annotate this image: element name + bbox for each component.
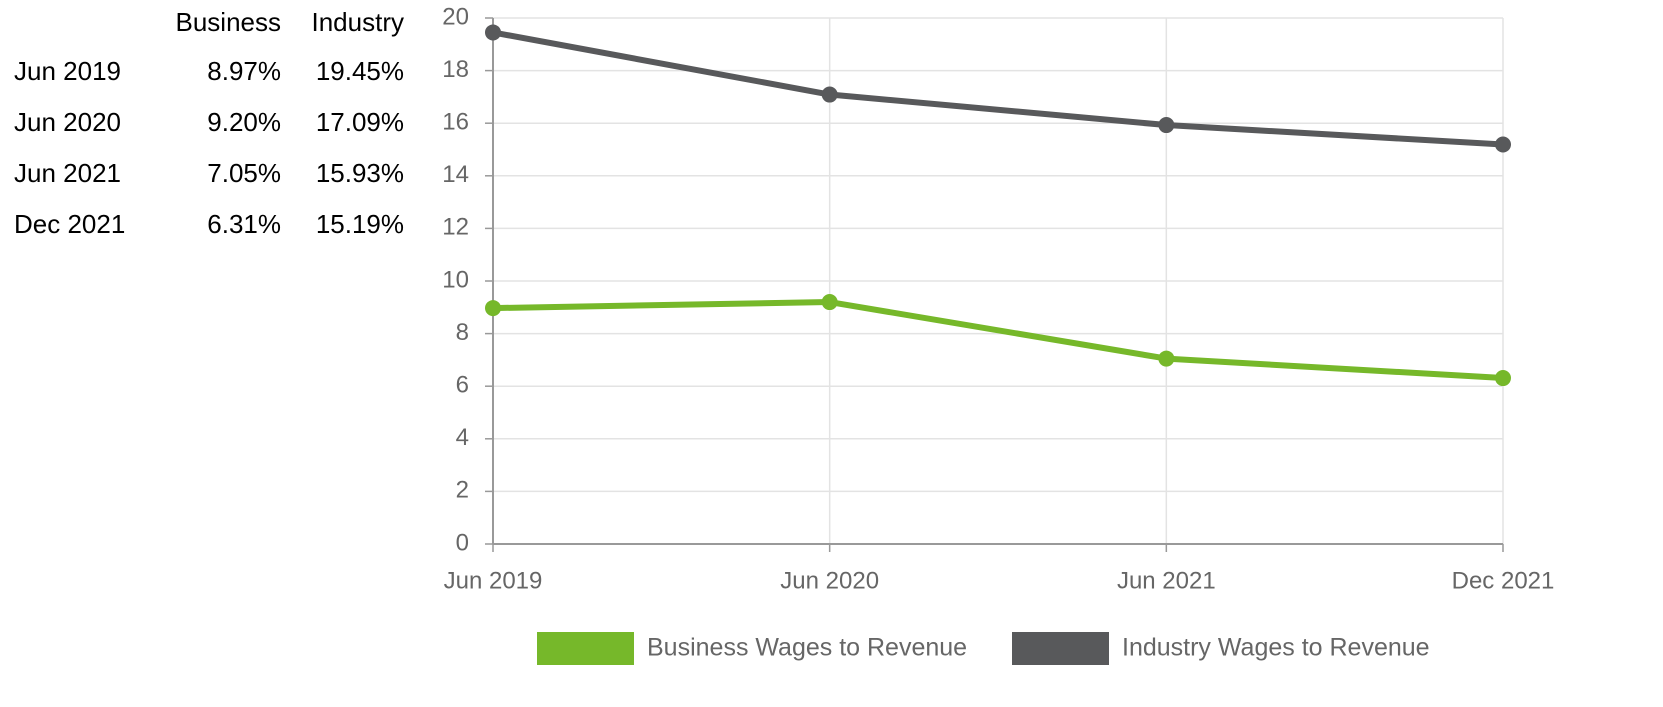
y-tick-label: 2 xyxy=(456,477,469,504)
x-tick-label: Jun 2019 xyxy=(444,567,543,594)
legend-label: Industry Wages to Revenue xyxy=(1122,634,1430,662)
table-header: Business xyxy=(176,7,282,37)
table-cell: 17.09% xyxy=(316,107,404,137)
y-tick-label: 8 xyxy=(456,319,469,346)
table-header: Industry xyxy=(312,7,405,37)
table-row-label: Dec 2021 xyxy=(14,209,125,239)
legend-swatch xyxy=(1012,632,1109,665)
y-tick-label: 10 xyxy=(442,266,469,293)
legend-swatch xyxy=(537,632,634,665)
table-cell: 8.97% xyxy=(207,56,281,86)
legend-label: Business Wages to Revenue xyxy=(647,634,967,662)
y-tick-label: 4 xyxy=(456,424,469,451)
point xyxy=(485,300,501,317)
point xyxy=(485,24,501,41)
table-row-label: Jun 2021 xyxy=(14,158,121,188)
series-line xyxy=(492,29,1504,148)
point xyxy=(1158,117,1175,134)
point xyxy=(1495,136,1511,153)
y-tick-label: 12 xyxy=(442,214,469,241)
x-tick-label: Jun 2020 xyxy=(780,567,879,594)
x-tick-label: Dec 2021 xyxy=(1452,567,1555,594)
table-cell: 15.19% xyxy=(316,209,404,239)
table-cell: 19.45% xyxy=(316,56,404,86)
table-cell: 7.05% xyxy=(207,158,281,188)
y-tick-label: 6 xyxy=(456,372,469,399)
table-row-label: Jun 2019 xyxy=(14,56,121,86)
point xyxy=(1495,370,1511,387)
y-tick-label: 14 xyxy=(442,161,469,188)
table-row-label: Jun 2020 xyxy=(14,107,121,137)
table-cell: 15.93% xyxy=(316,158,404,188)
y-tick-label: 16 xyxy=(442,109,469,136)
x-tick-label: Jun 2021 xyxy=(1117,567,1216,594)
point xyxy=(821,294,838,311)
table-cell: 9.20% xyxy=(207,107,281,137)
y-tick-label: 0 xyxy=(456,529,469,556)
table-cell: 6.31% xyxy=(207,209,281,239)
y-tick-label: 18 xyxy=(442,56,469,83)
series-line xyxy=(492,299,1504,382)
y-tick-label: 20 xyxy=(442,3,469,30)
point xyxy=(1158,350,1175,367)
point xyxy=(821,86,838,103)
